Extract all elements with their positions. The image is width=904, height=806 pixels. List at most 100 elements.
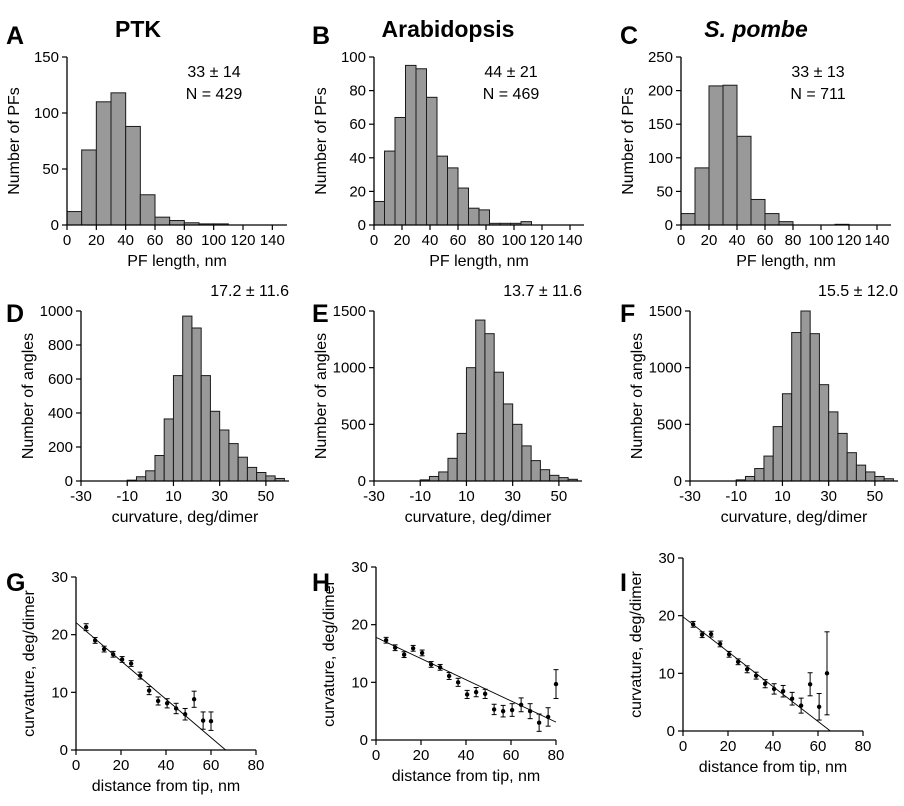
data-point xyxy=(200,718,206,723)
x-tick-label: 140 xyxy=(557,232,582,249)
x-axis-label: PF length, nm xyxy=(429,253,529,270)
y-tick-label: 20 xyxy=(349,183,366,200)
histogram-bar xyxy=(191,327,202,482)
x-tick-label: 120 xyxy=(230,232,255,249)
data-point xyxy=(464,692,470,697)
histogram-bar xyxy=(475,319,486,482)
x-tick-label: 50 xyxy=(867,488,884,505)
x-axis-label: PF length, nm xyxy=(736,253,836,270)
histogram-bar xyxy=(781,393,793,482)
data-point xyxy=(428,662,434,667)
y-tick-label: 10 xyxy=(658,665,675,682)
y-axis-label: curvature, deg/dimer xyxy=(21,589,38,736)
panel-h: H 0 10 20 30 0 20 40 60 80 distance from tip, nm cu… xyxy=(312,559,564,785)
x-axis-label: curvature, deg/dimer xyxy=(721,509,868,526)
panel-i: I 0 10 20 30 0 20 40 60 80 distance from tip, nm cu… xyxy=(620,550,871,776)
data-point xyxy=(164,701,170,706)
histogram-bar xyxy=(436,155,448,226)
y-axis-label: Number of angles xyxy=(20,333,37,459)
x-tick-label: 120 xyxy=(529,232,554,249)
data-point xyxy=(110,652,116,657)
x-tick-label: 80 xyxy=(548,747,565,764)
histogram-bar xyxy=(512,423,523,482)
histogram-bar xyxy=(426,96,438,226)
x-tick-label: 100 xyxy=(501,232,526,249)
y-tick-label: 1500 xyxy=(333,303,366,320)
x-tick-label: 60 xyxy=(203,757,220,774)
y-tick-label: 10 xyxy=(51,684,68,701)
x-tick-label: 0 xyxy=(63,232,71,249)
histogram-bar xyxy=(154,455,165,482)
y-axis-label: curvature, deg/dimer xyxy=(321,579,338,726)
data-point xyxy=(191,697,197,702)
x-tick-label: 30 xyxy=(820,488,837,505)
x-axis-label: curvature, deg/dimer xyxy=(112,509,259,526)
histogram-bar xyxy=(694,167,710,226)
histogram-bar xyxy=(139,194,156,226)
histogram-bar xyxy=(855,464,867,482)
x-tick-label: 50 xyxy=(258,488,275,505)
stats-annotation: N = 469 xyxy=(483,86,540,103)
y-tick-label: 500 xyxy=(341,416,366,433)
y-tick-label: 600 xyxy=(48,371,73,388)
x-tick-label: 80 xyxy=(855,738,872,755)
stats-annotation: 44 ± 21 xyxy=(484,64,537,81)
histogram-bar xyxy=(110,92,127,226)
data-point xyxy=(173,706,179,711)
y-tick-label: 0 xyxy=(60,742,68,759)
histogram-bar xyxy=(456,432,467,482)
data-point xyxy=(780,689,786,694)
x-tick-label: 0 xyxy=(677,232,685,249)
histogram-bar xyxy=(200,375,211,482)
data-point xyxy=(491,707,497,712)
x-tick-label: -10 xyxy=(409,488,431,505)
x-tick-label: -10 xyxy=(116,488,138,505)
x-tick-label: 30 xyxy=(211,488,228,505)
y-axis-label: curvature, deg/dimer xyxy=(628,570,645,717)
histogram-bar xyxy=(763,455,774,482)
y-tick-label: 50 xyxy=(656,183,673,200)
histogram-bar xyxy=(539,469,551,482)
x-tick-label: 20 xyxy=(88,232,105,249)
histogram-bar xyxy=(680,213,696,226)
panel-letter: G xyxy=(6,569,25,597)
y-tick-label: 400 xyxy=(48,405,73,422)
data-point xyxy=(410,646,416,651)
histogram-bar xyxy=(493,371,504,482)
x-axis-label: distance from tip, nm xyxy=(392,768,541,785)
y-axis-label: Number of PFs xyxy=(620,87,637,195)
histogram-bar xyxy=(415,68,427,226)
data-point xyxy=(807,682,813,687)
stats-annotation: 17.2 ± 11.6 xyxy=(210,283,289,300)
panel-e: E 0 500 1000 1500 -30 -10 10 30 50 curvature, deg/… xyxy=(312,283,582,526)
data-point xyxy=(119,657,125,662)
data-point xyxy=(146,688,152,693)
panel-letter: F xyxy=(620,300,635,328)
data-point xyxy=(500,708,506,714)
x-tick-label: 80 xyxy=(478,232,495,249)
histogram-bar xyxy=(502,403,514,482)
panel-letter: E xyxy=(312,300,329,328)
x-tick-label: 80 xyxy=(248,757,265,774)
histogram-bar xyxy=(209,410,221,482)
histogram-bar xyxy=(736,135,752,226)
histogram-bar xyxy=(394,116,406,226)
panel-letter: A xyxy=(6,22,24,50)
y-axis-label: Number of angles xyxy=(313,333,330,459)
stats-annotation: 15.5 ± 12.0 xyxy=(818,283,898,300)
data-point xyxy=(789,696,795,701)
x-tick-label: 40 xyxy=(158,757,175,774)
panel-letter: I xyxy=(620,569,627,597)
histogram-bar xyxy=(265,475,276,482)
panel-f: F 0 500 1000 1500 -30 -10 10 30 50 curvature, deg/… xyxy=(620,283,898,526)
histogram-bar xyxy=(750,198,766,226)
histogram-bar xyxy=(744,475,756,482)
y-tick-label: 100 xyxy=(648,150,673,167)
histogram-bar xyxy=(172,375,184,482)
histogram-bar xyxy=(182,315,193,482)
data-point xyxy=(762,681,768,686)
data-point xyxy=(101,646,107,652)
